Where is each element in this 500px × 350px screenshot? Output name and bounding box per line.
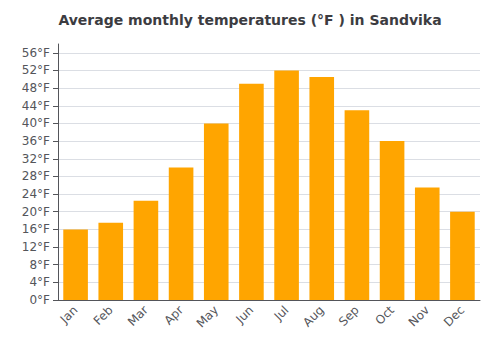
svg-text:52°F: 52°F bbox=[22, 63, 50, 77]
svg-text:Mar: Mar bbox=[125, 303, 151, 329]
svg-text:Average monthly temperatures (: Average monthly temperatures (°F ) in Sa… bbox=[58, 12, 441, 28]
svg-text:0°F: 0°F bbox=[29, 293, 50, 307]
svg-text:Oct: Oct bbox=[372, 303, 397, 328]
svg-text:24°F: 24°F bbox=[22, 187, 50, 201]
svg-text:Feb: Feb bbox=[91, 303, 116, 328]
svg-text:Jun: Jun bbox=[233, 303, 257, 327]
svg-text:Nov: Nov bbox=[406, 303, 432, 329]
svg-text:28°F: 28°F bbox=[22, 169, 50, 183]
svg-text:8°F: 8°F bbox=[29, 258, 50, 272]
svg-text:Apr: Apr bbox=[161, 303, 186, 328]
svg-text:20°F: 20°F bbox=[22, 205, 50, 219]
svg-text:32°F: 32°F bbox=[22, 152, 50, 166]
svg-text:Sep: Sep bbox=[336, 303, 362, 329]
svg-text:May: May bbox=[194, 303, 221, 330]
svg-text:Dec: Dec bbox=[441, 303, 467, 329]
svg-text:16°F: 16°F bbox=[22, 222, 50, 236]
svg-text:4°F: 4°F bbox=[29, 275, 50, 289]
svg-text:44°F: 44°F bbox=[22, 99, 50, 113]
svg-text:Jul: Jul bbox=[271, 303, 292, 324]
svg-text:48°F: 48°F bbox=[22, 81, 50, 95]
svg-text:36°F: 36°F bbox=[22, 134, 50, 148]
svg-text:56°F: 56°F bbox=[22, 46, 50, 60]
svg-text:Jan: Jan bbox=[57, 303, 81, 327]
svg-text:12°F: 12°F bbox=[22, 240, 50, 254]
svg-text:Aug: Aug bbox=[300, 303, 326, 329]
svg-text:40°F: 40°F bbox=[22, 116, 50, 130]
